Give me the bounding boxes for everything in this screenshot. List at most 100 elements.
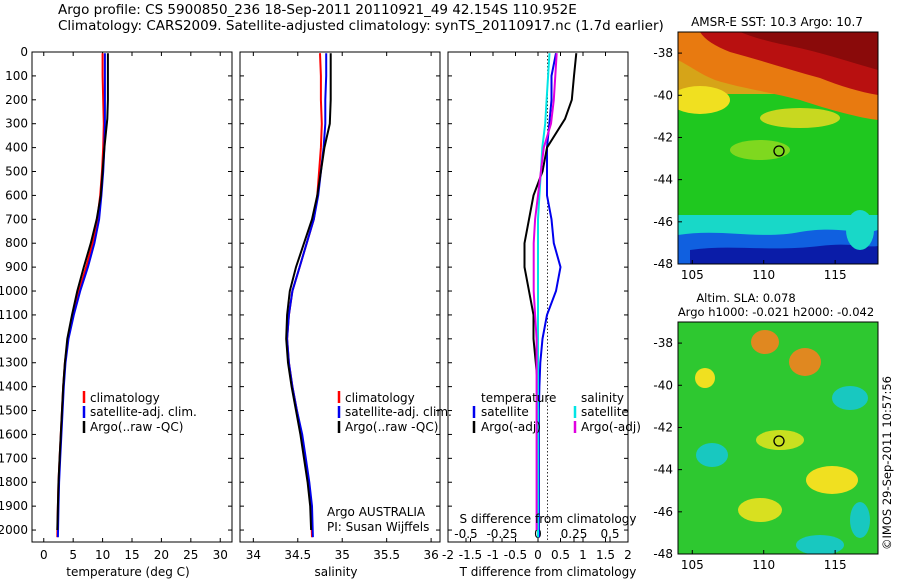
- axis-tick-label: 0.5: [600, 527, 619, 541]
- header-line-2: Climatology: CARS2009. Satellite-adjuste…: [58, 18, 664, 34]
- map-tick-label: -44: [653, 463, 673, 477]
- difference-s-axis: -0.5 -0.25 0 0.25 0.5: [454, 527, 620, 542]
- salinity-panel-frame: [239, 51, 441, 543]
- legend-label-satellite: satellite-adj. clim.: [90, 405, 197, 419]
- depth-tick-label: 500: [5, 165, 28, 179]
- legend-label-argo: Argo(..raw -QC): [90, 420, 183, 434]
- temperature-series: [56, 53, 109, 538]
- axis-tick-label: 10: [95, 548, 110, 562]
- map-tick-label: -46: [653, 215, 673, 229]
- depth-tick-label: 2000: [0, 523, 28, 537]
- axis-tick-label: 0: [534, 548, 542, 562]
- axis-tick-label: 0: [40, 548, 48, 562]
- map-tick-label: 105: [681, 268, 704, 282]
- sst-map-frame: [677, 31, 879, 265]
- axis-tick-label: -1: [487, 548, 499, 562]
- axis-tick-label: -2: [442, 548, 454, 562]
- salinity-series: [285, 53, 332, 538]
- axis-tick-label: 0.25: [561, 527, 588, 541]
- sst-map: [678, 32, 878, 264]
- temperature-x-label: temperature (deg C): [66, 565, 189, 579]
- difference-legend: temperature satellite Argo(-adj) salinit…: [472, 391, 641, 434]
- map-tick-label: 115: [824, 558, 847, 572]
- legend-label-satellite: satellite-adj. clim.: [345, 405, 452, 419]
- legend-label-s-argo: Argo(-adj): [581, 420, 641, 434]
- axis-tick-label: 20: [154, 548, 169, 562]
- argo-australia-note: Argo AUSTRALIA: [327, 505, 426, 519]
- depth-tick-label: 1800: [0, 475, 28, 489]
- map-tick-label: -42: [653, 420, 673, 434]
- difference-x-label: T difference from climatology: [459, 565, 637, 579]
- legend-label-argo: Argo(..raw -QC): [345, 420, 438, 434]
- legend-label-climatology: climatology: [90, 391, 160, 405]
- argo-position-marker-sst: [773, 145, 785, 157]
- legend-title-temperature: temperature: [481, 391, 556, 405]
- axis-tick-label: 1.5: [596, 548, 615, 562]
- depth-tick-label: 600: [5, 188, 28, 202]
- series-line: [56, 53, 109, 531]
- axis-tick-label: 15: [124, 548, 139, 562]
- map-tick-label: -40: [653, 378, 673, 392]
- depth-tick-label: 700: [5, 212, 28, 226]
- sla-map-title-1: Altim. SLA: 0.078: [696, 291, 795, 305]
- depth-tick-label: 1600: [0, 427, 28, 441]
- imos-timestamp: ©IMOS 29-Sep-2011 10:57:56: [880, 376, 894, 550]
- pi-note: PI: Susan Wijffels: [327, 520, 429, 534]
- depth-tick-label: 1900: [0, 499, 28, 513]
- series-line: [532, 53, 558, 530]
- axis-tick-label: 34: [246, 548, 261, 562]
- axis-tick-label: 30: [213, 548, 228, 562]
- depth-axis: 0 100 200 300 400 500 600 700 800 900 1000 1100 1200…: [0, 45, 628, 537]
- salinity-x-axis: 34 34.5 35 35.5 36: [246, 52, 439, 562]
- axis-tick-label: 5: [69, 548, 77, 562]
- difference-x-axis: -2 -1.5 -1 -0.5 0 0.5 1 1.5 2: [442, 52, 632, 562]
- depth-tick-label: 1700: [0, 451, 28, 465]
- legend-label-t-argo: Argo(-adj): [481, 420, 541, 434]
- depth-tick-label: 1400: [0, 380, 28, 394]
- temperature-legend: climatology satellite-adj. clim. Argo(..…: [82, 391, 197, 434]
- axis-tick-label: -1.5: [459, 548, 482, 562]
- depth-tick-label: 100: [5, 69, 28, 83]
- figure-header: Argo profile: CS 5900850_236 18-Sep-2011…: [58, 2, 664, 34]
- sst-map-title: AMSR-E SST: 10.3 Argo: 10.7: [691, 15, 863, 29]
- difference-series: [523, 53, 578, 538]
- difference-s-label: S difference from climatology: [460, 512, 637, 526]
- axis-tick-label: -0.5: [504, 548, 527, 562]
- map-tick-label: -48: [653, 547, 673, 561]
- depth-tick-label: 200: [5, 93, 28, 107]
- axis-tick-label: -0.25: [486, 527, 517, 541]
- axis-tick-label: 1: [579, 548, 587, 562]
- axis-tick-label: -0.5: [454, 527, 477, 541]
- axis-tick-label: 25: [183, 548, 198, 562]
- depth-tick-label: 900: [5, 260, 28, 274]
- map-tick-label: -44: [653, 173, 673, 187]
- sst-map-axes: -38 -40 -42 -44 -46 -48 105 110 115: [653, 46, 846, 282]
- axis-tick-label: 36: [423, 548, 438, 562]
- series-line: [285, 53, 332, 531]
- sla-map-title-2: Argo h1000: -0.021 h2000: -0.042: [678, 305, 874, 319]
- map-tick-label: 105: [681, 558, 704, 572]
- axis-tick-label: 34.5: [284, 548, 311, 562]
- axis-tick-label: 35: [335, 548, 350, 562]
- header-line-1: Argo profile: CS 5900850_236 18-Sep-2011…: [58, 2, 577, 18]
- map-tick-label: -42: [653, 130, 673, 144]
- map-tick-label: -38: [653, 46, 673, 60]
- map-tick-label: -40: [653, 88, 673, 102]
- salinity-x-label: salinity: [314, 565, 357, 579]
- map-tick-label: 110: [752, 268, 775, 282]
- legend-label-s-satellite: satellite: [581, 405, 629, 419]
- legend-label-t-satellite: satellite: [481, 405, 529, 419]
- salinity-legend: climatology satellite-adj. clim. Argo(..…: [337, 391, 452, 434]
- map-tick-label: -48: [653, 257, 673, 271]
- depth-tick-label: 1200: [0, 332, 28, 346]
- depth-tick-label: 300: [5, 117, 28, 131]
- sla-map: [678, 322, 878, 554]
- legend-label-climatology: climatology: [345, 391, 415, 405]
- depth-tick-label: 1500: [0, 404, 28, 418]
- temperature-panel-frame: [31, 51, 233, 543]
- depth-tick-label: 0: [20, 45, 28, 59]
- map-tick-label: 110: [752, 558, 775, 572]
- axis-tick-label: 0.5: [551, 548, 570, 562]
- map-tick-label: -46: [653, 505, 673, 519]
- axis-tick-label: 2: [624, 548, 632, 562]
